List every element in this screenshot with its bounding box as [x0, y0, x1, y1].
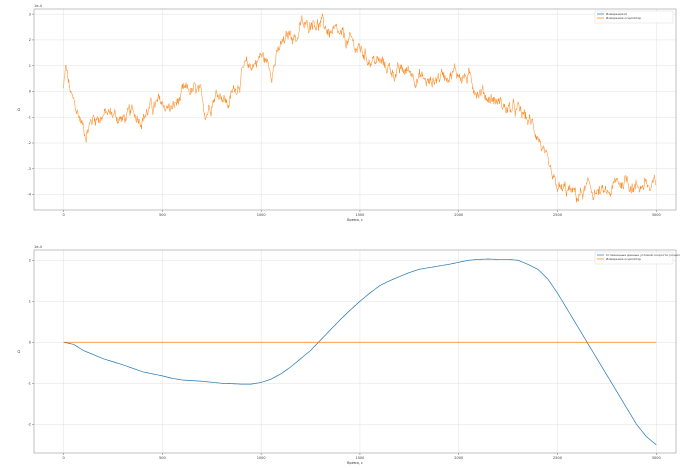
y-tick-label: 2 — [29, 38, 31, 42]
y-offset-text: 1e-4 — [34, 4, 43, 8]
y-tick-label: -4 — [28, 193, 32, 197]
y-axis-label: Ω — [17, 108, 21, 111]
chart-bottom: 0 500 1000 1500 2000 2500 3000 -2 -1 0 1 2 1e-4 Время… — [17, 245, 680, 465]
x-tick-label: 3000 — [652, 456, 661, 460]
x-tick-label: 0 — [63, 456, 65, 460]
chart-top: 0 500 1000 1500 2000 2500 3000 -4 -3 -2 -1 0 1 2 31e-4… — [17, 4, 677, 222]
legend-entry: Измерения осцилятор — [606, 16, 641, 20]
x-tick-label: 2000 — [454, 456, 463, 460]
series-line — [63, 13, 657, 203]
y-tick-label: -3 — [28, 167, 32, 171]
y-tick-label: 1 — [29, 64, 31, 68]
legend-box — [594, 10, 674, 24]
x-tick-label: 500 — [159, 456, 166, 460]
x-tick-label: 2500 — [553, 456, 562, 460]
legend-entry: Сглаженные данные угловой скорости (осци… — [606, 253, 680, 257]
y-tick-label: -2 — [28, 141, 32, 145]
y-tick-label: -1 — [28, 115, 32, 119]
x-tick-label: 2500 — [553, 213, 562, 217]
legend-entry: Измерения осцилятор — [606, 257, 641, 261]
y-tick-label: 0 — [29, 340, 31, 344]
y-tick-label: 0 — [29, 90, 31, 94]
y-offset-text: 1e-4 — [34, 245, 43, 249]
plot-frame — [33, 249, 677, 454]
x-tick-label: 3000 — [652, 213, 661, 217]
y-tick-label: 1 — [29, 299, 31, 303]
x-tick-label: 1000 — [257, 456, 266, 460]
x-tick-label: 1500 — [355, 213, 364, 217]
y-tick-label: 3 — [29, 12, 31, 16]
y-axis-label: Ω — [17, 350, 21, 353]
y-tick-label: 2 — [29, 258, 31, 262]
legend-entry: Измерения Ω — [606, 12, 627, 16]
x-axis-label: Время, с — [347, 461, 363, 465]
plot-frame — [33, 8, 677, 211]
y-tick-label: -2 — [28, 422, 32, 426]
y-tick-label: -1 — [28, 381, 32, 385]
legend-box — [594, 251, 674, 265]
x-tick-label: 1500 — [355, 456, 364, 460]
x-tick-label: 0 — [63, 213, 65, 217]
x-tick-label: 500 — [159, 213, 166, 217]
series-line — [63, 258, 657, 446]
x-tick-label: 1000 — [257, 213, 266, 217]
x-axis-label: Время, с — [347, 218, 363, 222]
x-tick-label: 2000 — [454, 213, 463, 217]
